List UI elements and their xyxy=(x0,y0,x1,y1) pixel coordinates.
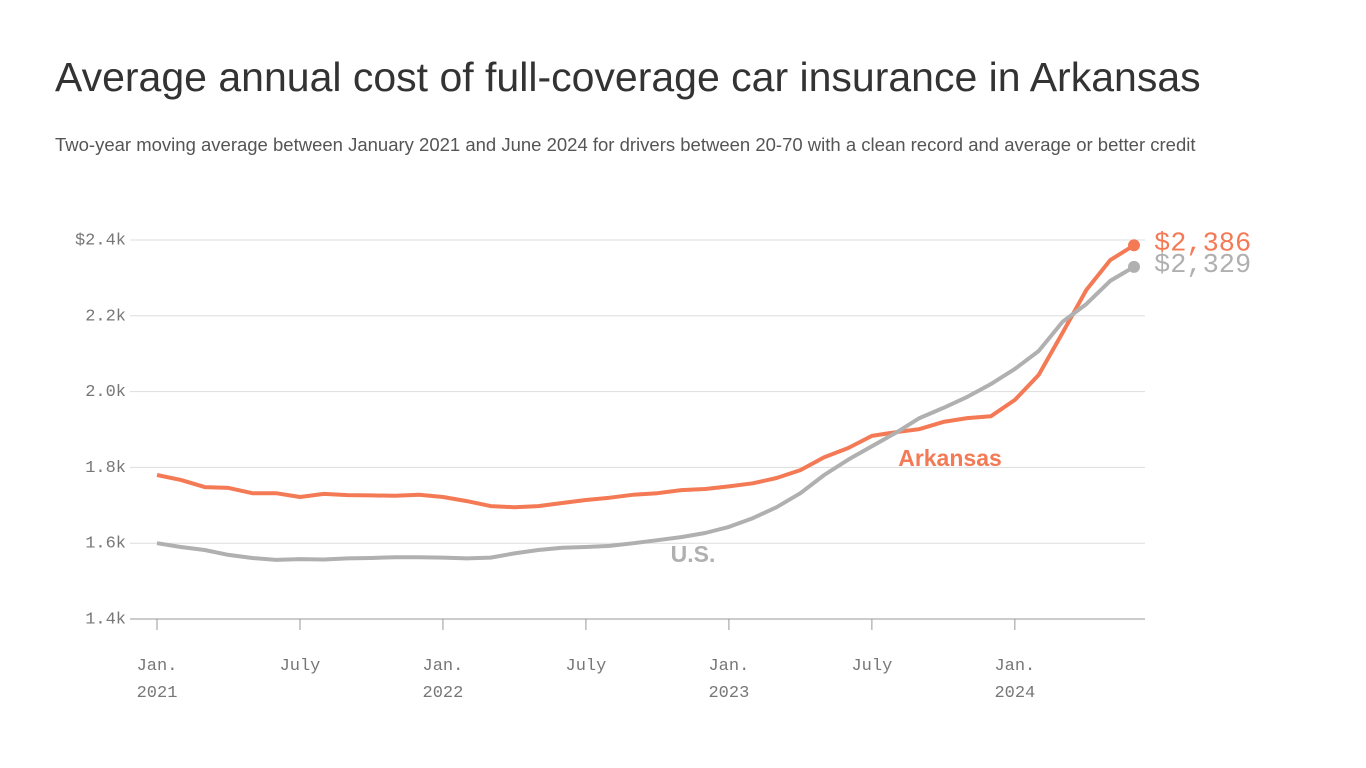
y-tick-label: 1.8k xyxy=(85,459,126,478)
x-tick-label: July xyxy=(280,657,321,676)
x-tick-label: Jan. 2021 xyxy=(137,657,178,703)
value-label: $2,386 xyxy=(1154,229,1251,259)
value-label: $2,329 xyxy=(1154,251,1251,281)
line xyxy=(156,265,1136,562)
x-tick-label: July xyxy=(566,657,607,676)
x-tick-label: Jan. 2024 xyxy=(994,657,1035,703)
series-label: U.S. xyxy=(671,541,716,567)
y-tick-label: 2.2k xyxy=(85,307,126,326)
y-tick-label: 2.0k xyxy=(85,383,126,402)
end-dot xyxy=(1128,260,1140,273)
x-tick-label: July xyxy=(851,657,892,676)
chart-title: Average annual cost of full-coverage car… xyxy=(55,54,1201,100)
y-tick-label: 1.6k xyxy=(85,535,126,554)
series-label: Arkansas xyxy=(898,445,1002,471)
line xyxy=(156,243,1136,510)
y-tick-label: $2.4k xyxy=(75,231,126,250)
x-tick-label: Jan. 2023 xyxy=(708,657,749,703)
end-dot xyxy=(1128,239,1140,252)
x-tick-label: Jan. 2022 xyxy=(423,657,464,703)
y-tick-label: 1.4k xyxy=(85,610,126,629)
chart-subtitle: Two-year moving average between January … xyxy=(55,134,1196,155)
